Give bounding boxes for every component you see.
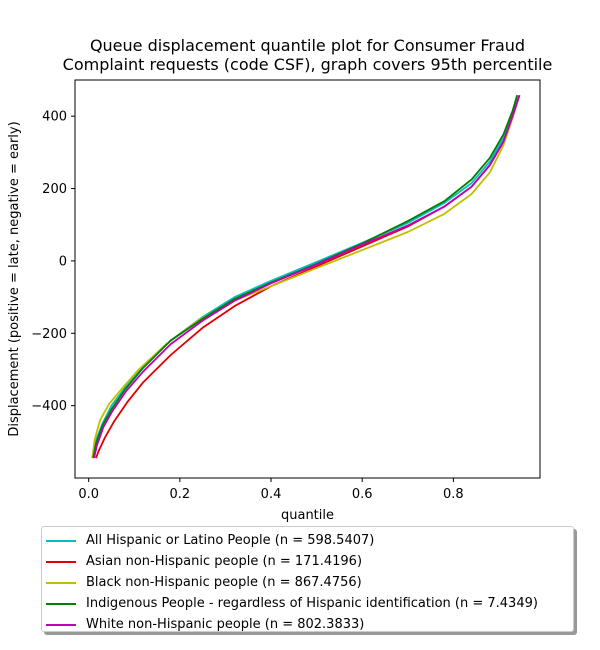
series-line-2 — [95, 94, 521, 459]
x-tick-label: 0.6 — [352, 487, 373, 502]
legend: All Hispanic or Latino People (n = 598.5… — [41, 526, 574, 632]
y-tick-label: 0 — [59, 254, 67, 269]
legend-swatch — [46, 581, 76, 584]
plot-frame — [74, 79, 541, 479]
legend-label: All Hispanic or Latino People (n = 598.5… — [86, 533, 375, 548]
legend-item: White non-Hispanic people (n = 802.3833) — [42, 614, 573, 635]
x-tick-label: 0.8 — [443, 487, 464, 502]
series-line-5 — [93, 94, 521, 459]
legend-item: Asian non-Hispanic people (n = 171.4196) — [42, 551, 573, 572]
series-layer — [91, 94, 521, 459]
x-axis-ticks: 0.0 0.2 0.4 0.6 0.8 — [78, 478, 464, 502]
x-tick-label: 0.0 — [78, 487, 99, 502]
series-line-4 — [92, 94, 519, 459]
legend-label: White non-Hispanic people (n = 802.3833) — [86, 617, 365, 632]
y-axis-label: Displacement (positive = late, negative … — [7, 121, 22, 436]
plot-area — [74, 79, 541, 479]
x-tick-label: 0.2 — [170, 487, 191, 502]
y-axis-ticks: −400 −200 0 200 400 — [31, 110, 75, 414]
chart-title-line-1: Queue displacement quantile plot for Con… — [90, 36, 525, 55]
legend-label: Asian non-Hispanic people (n = 171.4196) — [86, 554, 363, 569]
series-line-3 — [91, 94, 521, 459]
legend-swatch — [46, 539, 76, 542]
y-tick-label: −200 — [31, 327, 67, 342]
legend-swatch — [46, 602, 76, 605]
legend-label: Indigenous People - regardless of Hispan… — [86, 596, 538, 611]
legend-item: All Hispanic or Latino People (n = 598.5… — [42, 530, 573, 551]
legend-swatch — [46, 560, 76, 563]
y-tick-label: −400 — [31, 399, 67, 414]
y-tick-label: 200 — [42, 182, 67, 197]
legend-item: Black non-Hispanic people (n = 867.4756) — [42, 572, 573, 593]
legend-item: Indigenous People - regardless of Hispan… — [42, 593, 573, 614]
chart-title-line-2: Complaint requests (code CSF), graph cov… — [63, 55, 553, 74]
legend-swatch — [46, 623, 76, 626]
legend-label: Black non-Hispanic people (n = 867.4756) — [86, 575, 362, 590]
x-axis-label: quantile — [281, 508, 334, 523]
y-tick-label: 400 — [42, 110, 67, 125]
series-line-1 — [91, 94, 519, 459]
x-tick-label: 0.4 — [261, 487, 282, 502]
